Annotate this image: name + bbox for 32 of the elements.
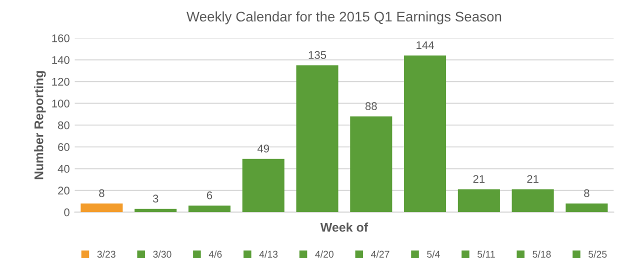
legend-label: 3/23: [97, 250, 116, 258]
legend-label: 5/11: [478, 250, 495, 258]
x-axis-title: Week of: [320, 222, 368, 232]
legend-label: 4/27: [371, 250, 390, 258]
legend-label: 5/4: [427, 250, 440, 258]
y-tick-label: 120: [52, 78, 70, 86]
data-label: 8: [584, 189, 590, 198]
data-label: 8: [99, 189, 104, 198]
data-label: 6: [206, 191, 212, 200]
data-label: 49: [257, 144, 270, 152]
y-tick-label: 80: [58, 121, 70, 130]
legend-label: 3/30: [153, 250, 172, 258]
y-tick-label: 0: [64, 208, 70, 216]
data-label: 135: [308, 51, 326, 59]
y-axis-title: Number Reporting: [34, 71, 46, 180]
y-tick-label: 160: [52, 34, 70, 42]
legend-label: 5/25: [588, 250, 607, 258]
legend-label: 4/13: [259, 250, 278, 258]
data-label: 3: [152, 194, 158, 203]
legend-label: 5/18: [532, 250, 551, 258]
y-tick-label: 60: [58, 143, 70, 152]
y-tick-label: 40: [58, 164, 70, 173]
y-tick-label: 140: [52, 56, 70, 64]
chart-title: Weekly Calendar for the 2015 Q1 Earnings Season: [186, 11, 502, 24]
data-label: 21: [527, 175, 538, 183]
data-label: 88: [365, 102, 377, 110]
data-label: 144: [416, 41, 434, 50]
data-label: 21: [473, 175, 485, 183]
legend-label: 4/6: [208, 250, 222, 258]
y-tick-label: 20: [58, 186, 70, 195]
legend-label: 4/20: [315, 250, 334, 258]
y-tick-label: 100: [52, 100, 70, 108]
